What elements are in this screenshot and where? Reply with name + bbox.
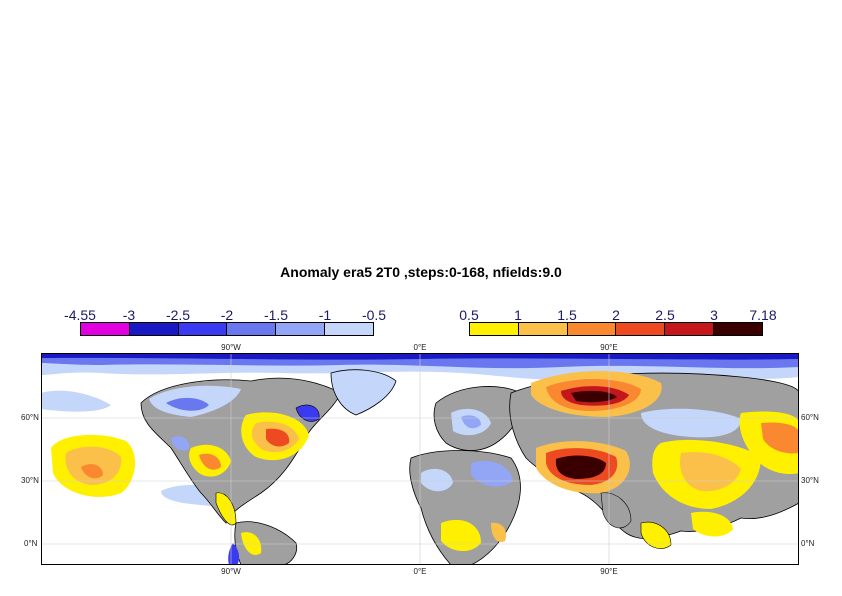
lat-label-right-60n: 60°N [801, 413, 819, 422]
colorbar-negative-label-6: -0.5 [361, 307, 387, 323]
anomaly-map [41, 353, 799, 565]
lat-label-left-30n: 30°N [21, 476, 39, 485]
lon-label-bottom-90w: 90°W [221, 567, 241, 576]
lat-label-right-30n: 30°N [801, 476, 819, 485]
colorbar-negative-swatch-1 [128, 323, 178, 335]
colorbar-negative-label-4: -1.5 [263, 307, 289, 323]
colorbar-positive-swatch-3 [615, 323, 665, 335]
colorbar-negative-label-1: -3 [122, 307, 136, 323]
colorbar-negative-label-5: -1 [318, 307, 332, 323]
colorbar-positive-swatch-5 [713, 323, 762, 335]
colorbar-positive-swatch-4 [664, 323, 714, 335]
colorbar-negative [80, 322, 374, 336]
lat-label-left-60n: 60°N [21, 413, 39, 422]
lon-label-top-90e: 90°E [600, 343, 618, 352]
colorbar-negative-swatch-0 [81, 323, 129, 335]
africa [409, 450, 521, 565]
colorbar-negative-label-0: -4.55 [64, 307, 96, 323]
map-title: Anomaly era5 2T0 ,steps:0-168, nfields:9… [280, 264, 562, 280]
colorbar-positive-swatch-0 [470, 323, 518, 335]
colorbar-negative-swatch-2 [177, 323, 227, 335]
southeast-asia [640, 521, 672, 549]
lon-label-top-90w: 90°W [221, 343, 241, 352]
colorbar-negative-swatch-3 [226, 323, 276, 335]
colorbar-negative-swatch-5 [324, 323, 373, 335]
graticule [41, 353, 799, 565]
lon-label-bottom-90e: 90°E [600, 567, 618, 576]
greenland [330, 369, 397, 416]
asia [509, 371, 799, 540]
colorbar-negative-label-3: -2 [220, 307, 234, 323]
colorbar-positive-label-2: 1.5 [557, 307, 577, 323]
colorbar-positive-label-4: 2.5 [655, 307, 675, 323]
colorbar-positive-label-6: 7.18 [749, 307, 777, 323]
india [600, 492, 632, 529]
colorbar-positive-label-5: 3 [710, 307, 718, 323]
colorbar-positive-swatch-1 [517, 323, 567, 335]
colorbar-negative-label-2: -2.5 [165, 307, 191, 323]
lon-label-top-0e: 0°E [413, 343, 427, 352]
map-frame [41, 353, 799, 565]
colorbar-positive [469, 322, 763, 336]
south-america [228, 521, 298, 565]
colorbar-positive-label-1: 1 [514, 307, 522, 323]
europe [433, 386, 523, 451]
map-svg [41, 353, 799, 565]
lat-label-right-0n: 0°N [801, 539, 815, 548]
colorbar-positive-swatch-2 [566, 323, 616, 335]
colorbar-positive-label-3: 2 [612, 307, 620, 323]
colorbar-positive-label-0: 0.5 [459, 307, 479, 323]
lat-label-left-0n: 0°N [24, 539, 38, 548]
colorbar-negative-swatch-4 [275, 323, 325, 335]
lon-label-bottom-0e: 0°E [413, 567, 427, 576]
